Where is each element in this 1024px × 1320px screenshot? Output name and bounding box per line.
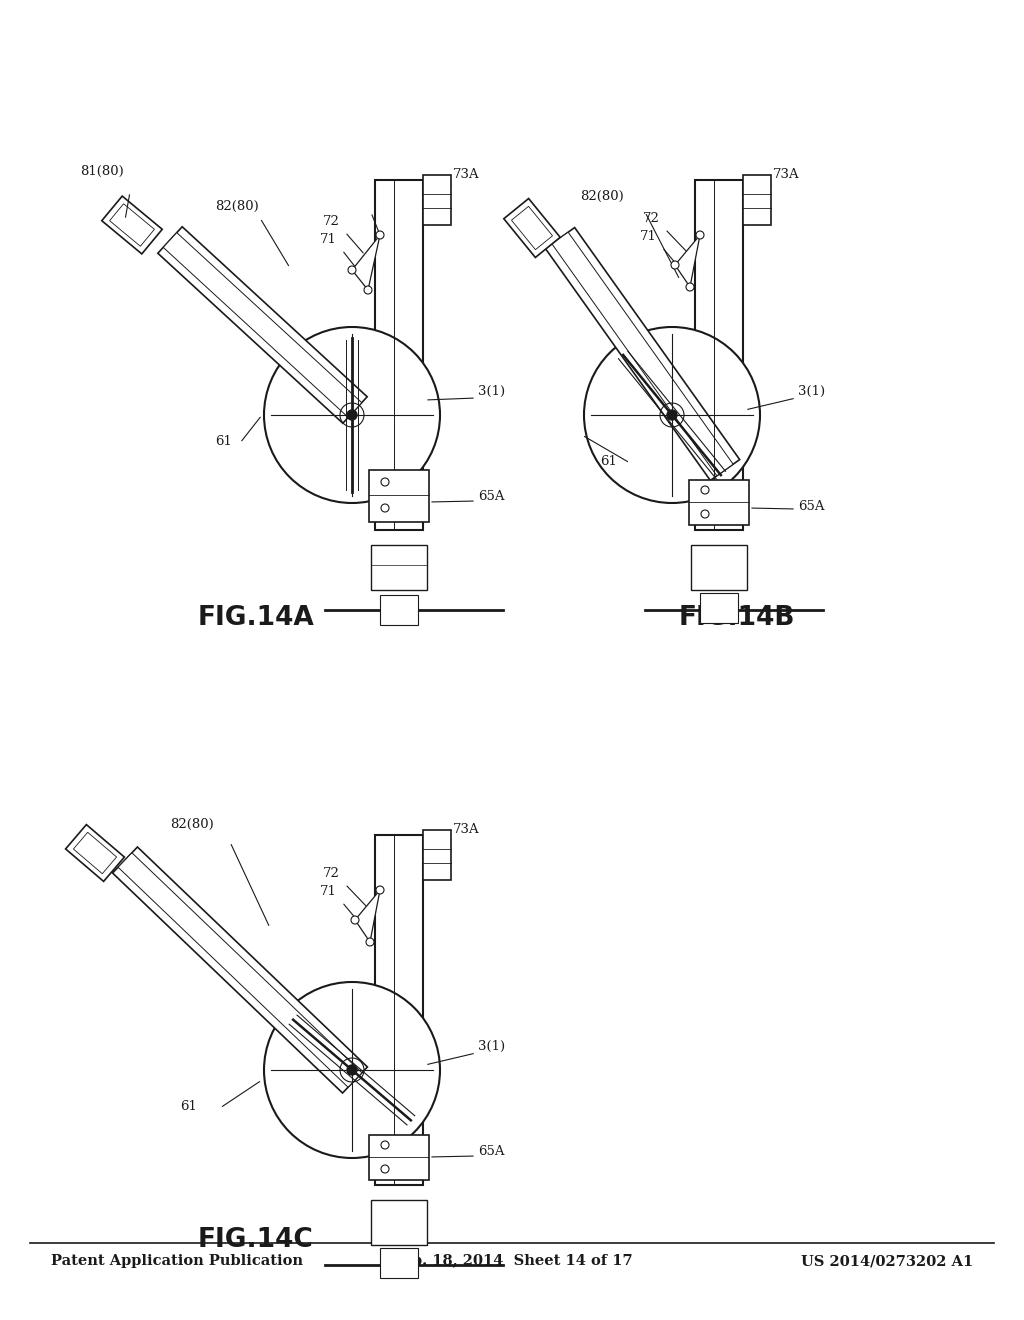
Circle shape <box>351 916 359 924</box>
Polygon shape <box>113 847 368 1093</box>
Circle shape <box>667 411 677 420</box>
Text: Sep. 18, 2014  Sheet 14 of 17: Sep. 18, 2014 Sheet 14 of 17 <box>392 1254 632 1269</box>
Bar <box>371 545 427 590</box>
Text: 71: 71 <box>319 234 337 246</box>
Text: 65A: 65A <box>478 490 505 503</box>
Polygon shape <box>546 227 739 480</box>
Circle shape <box>366 939 374 946</box>
Text: FIG.14A: FIG.14A <box>198 605 314 631</box>
Text: Patent Application Publication: Patent Application Publication <box>51 1254 303 1269</box>
Text: 81(80): 81(80) <box>80 165 124 178</box>
Text: 73A: 73A <box>453 822 479 836</box>
Polygon shape <box>118 853 361 1088</box>
Bar <box>380 595 418 624</box>
Circle shape <box>671 261 679 269</box>
Bar <box>423 176 451 224</box>
Text: 72: 72 <box>323 215 340 228</box>
Text: FIG.14B: FIG.14B <box>679 605 796 631</box>
Bar <box>700 593 738 623</box>
Bar <box>689 480 749 525</box>
Polygon shape <box>552 232 733 475</box>
Text: 72: 72 <box>643 213 659 224</box>
Text: 61: 61 <box>180 1100 197 1113</box>
Bar <box>380 1247 418 1278</box>
Bar <box>743 176 771 224</box>
Text: 61: 61 <box>600 455 616 469</box>
Text: 65A: 65A <box>478 1144 505 1158</box>
Text: 3(1): 3(1) <box>798 385 825 399</box>
Polygon shape <box>158 227 368 424</box>
Polygon shape <box>504 198 560 257</box>
Circle shape <box>348 267 356 275</box>
Circle shape <box>347 411 357 420</box>
Text: 82(80): 82(80) <box>580 190 624 203</box>
Bar <box>369 470 429 521</box>
Bar <box>695 180 743 531</box>
Polygon shape <box>352 235 380 290</box>
Polygon shape <box>163 232 361 417</box>
Text: 3(1): 3(1) <box>478 385 505 399</box>
Text: 71: 71 <box>640 230 656 243</box>
Text: 72: 72 <box>323 867 340 880</box>
Text: 73A: 73A <box>453 168 479 181</box>
Circle shape <box>584 327 760 503</box>
Circle shape <box>376 231 384 239</box>
Text: 3(1): 3(1) <box>478 1040 505 1053</box>
Bar <box>369 1135 429 1180</box>
Text: 71: 71 <box>319 884 337 898</box>
Polygon shape <box>675 235 700 286</box>
Circle shape <box>347 1065 357 1074</box>
Bar <box>691 545 746 590</box>
Bar <box>375 180 423 531</box>
Circle shape <box>686 282 694 290</box>
Circle shape <box>264 327 440 503</box>
Text: 61: 61 <box>215 436 231 447</box>
Text: 65A: 65A <box>798 500 824 513</box>
Bar <box>375 836 423 1185</box>
Polygon shape <box>66 825 124 882</box>
Polygon shape <box>101 197 162 253</box>
Text: FIG.14C: FIG.14C <box>198 1228 314 1253</box>
Polygon shape <box>355 890 380 942</box>
Circle shape <box>364 286 372 294</box>
Text: 82(80): 82(80) <box>215 201 259 213</box>
Circle shape <box>696 231 705 239</box>
Text: 73A: 73A <box>773 168 800 181</box>
Circle shape <box>264 982 440 1158</box>
Text: US 2014/0273202 A1: US 2014/0273202 A1 <box>801 1254 973 1269</box>
Bar <box>371 1200 427 1245</box>
Circle shape <box>376 886 384 894</box>
Text: 82(80): 82(80) <box>170 818 214 832</box>
Bar <box>423 830 451 880</box>
